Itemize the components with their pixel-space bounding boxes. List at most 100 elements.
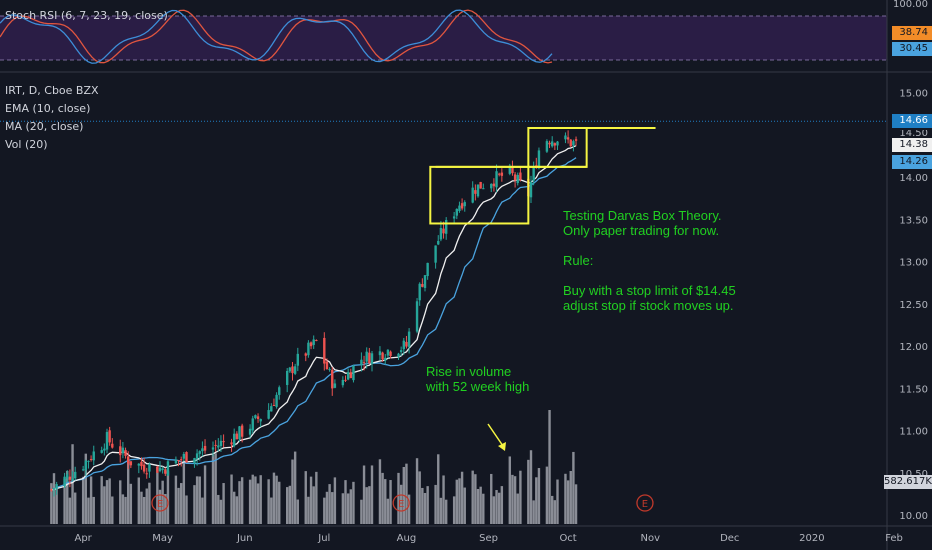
volume-bar	[293, 451, 297, 524]
candle-body	[482, 188, 485, 190]
darvas-note-line	[563, 268, 736, 283]
volume-bar	[203, 465, 207, 524]
ma-legend: MA (20, close)	[5, 120, 84, 133]
volume-bar	[452, 496, 456, 524]
candle-body	[458, 205, 461, 212]
candle-body	[214, 444, 217, 446]
candle-body	[349, 372, 352, 379]
candle-body	[346, 372, 350, 380]
volume-bar	[219, 499, 223, 524]
volume-bar	[312, 486, 315, 524]
candle-body	[259, 418, 262, 422]
volume-bar	[341, 493, 345, 524]
candle-body	[455, 208, 458, 216]
volume-tag: 582.617K	[884, 475, 932, 489]
volume-bar	[500, 486, 504, 524]
candle-body	[566, 137, 570, 140]
candle-body	[344, 379, 347, 381]
volume-bar	[121, 494, 125, 524]
volume-bar	[574, 484, 578, 524]
candle-body	[177, 460, 180, 462]
volume-bar	[148, 482, 151, 524]
candle-body	[445, 219, 448, 234]
volume-bar	[532, 500, 535, 524]
volume-bar	[381, 472, 384, 524]
candle-body	[278, 387, 281, 395]
candle-body	[370, 353, 374, 365]
volume-bar	[296, 499, 299, 524]
volume-note-line: Rise in volume	[426, 364, 512, 379]
volume-bar	[286, 487, 289, 524]
candle-body	[474, 190, 477, 194]
candle-body	[368, 352, 371, 364]
volume-bar	[100, 476, 103, 524]
candle-body	[442, 228, 445, 234]
candle-body	[108, 430, 111, 443]
volume-bar	[333, 477, 337, 524]
time-tick-label: Oct	[559, 533, 576, 544]
candle-body	[100, 450, 103, 453]
candle-body	[384, 357, 387, 361]
volume-bar	[508, 456, 511, 524]
volume-bar	[222, 483, 225, 524]
earnings-marker-label: E	[398, 499, 404, 510]
candle-body	[219, 440, 223, 447]
price-tick-label: 12.00	[899, 342, 928, 353]
volume-bar	[527, 459, 530, 524]
candle-body	[529, 181, 533, 198]
volume-bar	[397, 472, 400, 524]
volume-bar	[291, 459, 294, 524]
darvas-note-line: adjust stop if stock moves up.	[563, 298, 734, 313]
volume-bar	[267, 479, 270, 524]
candle-body	[476, 184, 480, 197]
time-tick-label: Feb	[885, 533, 903, 544]
volume-bar	[445, 499, 448, 524]
volume-bar	[71, 444, 74, 524]
candle-body	[556, 141, 559, 146]
price-tick-label: 13.50	[899, 215, 928, 226]
candle-body	[233, 433, 236, 447]
volume-bar	[81, 476, 85, 524]
candle-body	[92, 451, 95, 461]
volume-bar	[511, 474, 514, 524]
candle-body	[460, 203, 464, 209]
volume-bar	[211, 454, 215, 524]
volume-bar	[87, 497, 90, 524]
volume-bar	[434, 484, 437, 524]
volume-bar	[304, 471, 307, 524]
volume-bar	[368, 486, 371, 524]
volume-bar	[365, 487, 368, 524]
volume-bar	[346, 493, 350, 524]
price-tick-label: 11.00	[899, 427, 928, 438]
candle-body	[495, 171, 498, 188]
price-tick-label: 12.50	[899, 300, 928, 311]
candle-body	[362, 362, 366, 364]
candle-body	[248, 428, 252, 435]
candle-body	[71, 478, 74, 481]
volume-bar	[328, 484, 331, 524]
candle-body	[325, 361, 329, 370]
time-tick-label: Jun	[236, 533, 253, 544]
volume-bar	[127, 460, 130, 524]
candle-body	[267, 410, 270, 419]
candle-body	[498, 173, 501, 175]
candle-body	[256, 416, 260, 419]
volume-bar	[362, 465, 366, 524]
candle-body	[437, 240, 440, 245]
volume-bar	[415, 458, 419, 524]
candle-body	[84, 460, 87, 471]
volume-legend: Vol (20)	[5, 138, 48, 151]
candle-body	[402, 340, 405, 350]
time-tick-label: Dec	[720, 533, 739, 544]
candle-body	[434, 245, 437, 263]
candle-body	[81, 469, 85, 471]
volume-bar	[423, 492, 427, 524]
candle-body	[148, 464, 151, 472]
volume-bar	[217, 494, 220, 524]
darvas-note-line: Buy with a stop limit of $14.45	[563, 283, 736, 298]
candle-body	[222, 441, 225, 443]
volume-bar	[129, 483, 133, 524]
volume-bar	[233, 491, 236, 524]
volume-bar	[235, 496, 239, 524]
